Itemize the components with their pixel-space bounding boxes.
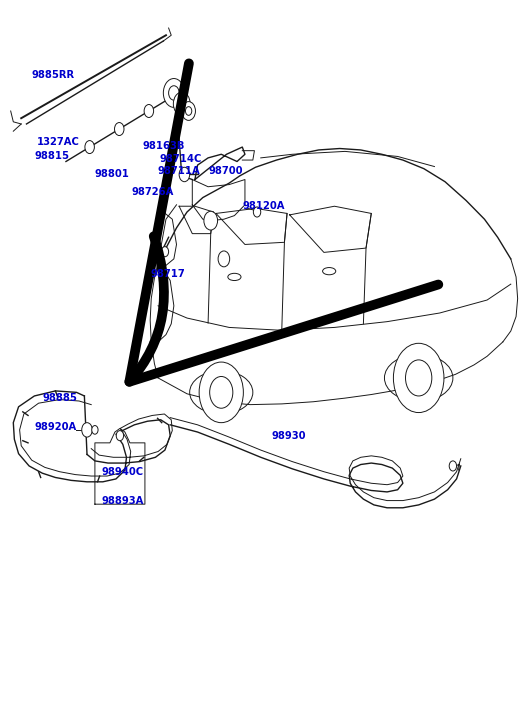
Circle shape (210, 377, 233, 409)
Text: 98940C: 98940C (102, 467, 144, 478)
Text: 98717: 98717 (150, 269, 185, 279)
Circle shape (92, 425, 98, 434)
Text: 98920A: 98920A (35, 422, 77, 432)
Circle shape (199, 362, 243, 422)
Circle shape (179, 167, 190, 182)
Text: 98120A: 98120A (242, 201, 285, 211)
Circle shape (218, 251, 230, 267)
FancyArrowPatch shape (129, 63, 438, 382)
Circle shape (114, 123, 124, 135)
Text: 98711A: 98711A (157, 166, 200, 176)
Circle shape (449, 461, 456, 471)
Circle shape (169, 86, 179, 100)
Circle shape (163, 79, 185, 108)
Text: 1327AC: 1327AC (37, 137, 80, 147)
Circle shape (173, 92, 190, 116)
Text: 98700: 98700 (208, 166, 243, 176)
Text: 98930: 98930 (271, 431, 306, 441)
Circle shape (178, 99, 186, 109)
Circle shape (82, 422, 92, 437)
Text: 98714C: 98714C (160, 153, 202, 164)
Text: 98893A: 98893A (102, 496, 144, 505)
Circle shape (393, 343, 444, 412)
Circle shape (186, 107, 192, 116)
Circle shape (85, 140, 94, 153)
Text: 98885: 98885 (42, 393, 77, 403)
Text: 98815: 98815 (35, 150, 69, 161)
Circle shape (204, 212, 218, 230)
Text: 98163B: 98163B (142, 140, 185, 150)
Circle shape (161, 246, 169, 257)
Circle shape (144, 105, 154, 118)
Circle shape (116, 430, 123, 441)
Circle shape (253, 207, 261, 217)
Circle shape (182, 102, 195, 121)
Text: 98801: 98801 (95, 169, 130, 179)
Circle shape (405, 360, 432, 396)
Text: 98726A: 98726A (132, 187, 174, 197)
Text: 9885RR: 9885RR (32, 70, 75, 80)
